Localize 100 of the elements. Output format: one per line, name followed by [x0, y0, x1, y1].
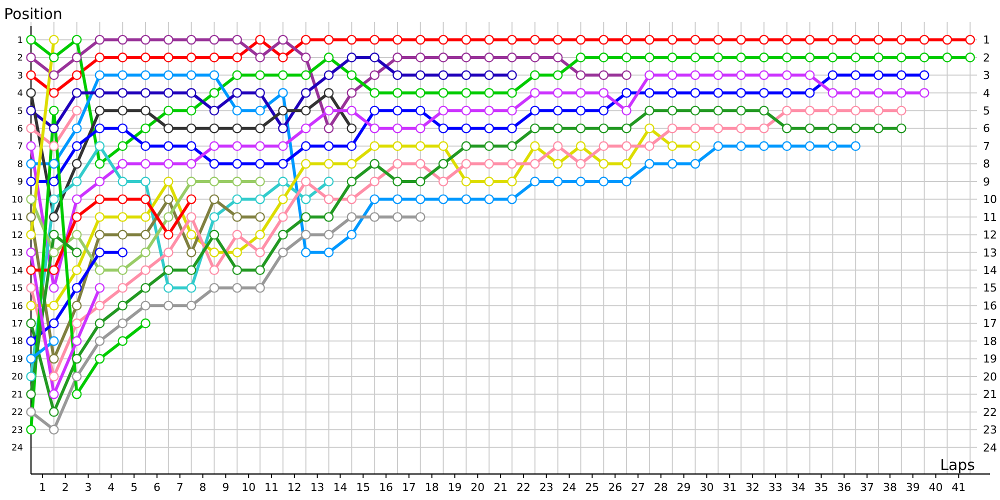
point	[392, 70, 402, 80]
point	[255, 282, 265, 293]
point	[782, 34, 792, 45]
point	[26, 354, 36, 364]
point	[232, 34, 242, 45]
point	[278, 212, 288, 222]
y2-tick-label: 14	[983, 264, 997, 278]
point	[186, 282, 196, 293]
point	[896, 123, 906, 134]
point	[278, 88, 288, 98]
point	[690, 52, 700, 62]
y2-tick-label: 1	[983, 34, 990, 47]
point	[484, 70, 494, 80]
point	[118, 106, 128, 116]
point	[804, 70, 815, 80]
point	[461, 141, 472, 151]
y2-tick-label: 5	[983, 104, 990, 118]
point	[300, 230, 311, 240]
point	[300, 123, 311, 134]
point	[874, 123, 884, 134]
y-tick-label: 3	[17, 71, 23, 82]
point	[140, 123, 150, 134]
point	[392, 34, 402, 45]
point	[530, 176, 540, 186]
y-tick-label: 14	[12, 266, 24, 276]
point	[94, 88, 105, 98]
point	[26, 318, 36, 328]
point	[530, 52, 540, 62]
y-tick-label: 24	[12, 444, 24, 454]
point	[576, 34, 586, 45]
point	[255, 212, 265, 222]
point	[72, 123, 82, 134]
point	[232, 230, 242, 240]
point	[736, 52, 746, 62]
point	[576, 88, 586, 98]
point	[118, 300, 128, 311]
point	[186, 300, 196, 311]
point	[828, 70, 838, 80]
point	[392, 158, 402, 169]
point	[49, 123, 59, 134]
y2-tick-label: 15	[983, 282, 997, 295]
point	[164, 34, 174, 45]
point	[484, 194, 494, 204]
point	[690, 123, 700, 134]
point	[209, 106, 220, 116]
point	[255, 176, 265, 186]
point	[140, 212, 150, 222]
y-tick-label: 5	[17, 106, 23, 117]
point	[415, 106, 426, 116]
point	[209, 123, 220, 134]
point	[713, 70, 724, 80]
point	[736, 123, 746, 134]
y-tick-label: 15	[12, 284, 23, 294]
y2-tick-label: 7	[983, 140, 990, 153]
point	[759, 106, 769, 116]
point	[667, 158, 678, 169]
point	[49, 141, 59, 151]
point	[72, 141, 82, 151]
point	[576, 176, 586, 186]
point	[72, 70, 82, 80]
point	[26, 212, 36, 222]
point	[736, 88, 746, 98]
point	[484, 34, 494, 45]
y-tick-label: 11	[12, 213, 23, 224]
point	[507, 158, 517, 169]
y-tick-label: 10	[12, 195, 24, 206]
point	[552, 176, 563, 186]
point	[118, 88, 128, 98]
point	[370, 141, 380, 151]
point	[370, 176, 380, 186]
point	[415, 88, 426, 98]
point	[118, 230, 128, 240]
point	[255, 265, 265, 276]
point	[713, 141, 724, 151]
point	[300, 194, 311, 204]
point	[346, 70, 357, 80]
x-tick-label: 2	[62, 481, 69, 494]
y-tick-label: 7	[17, 142, 23, 152]
point	[324, 106, 334, 116]
y-tick-label: 2	[17, 54, 23, 64]
point	[828, 106, 838, 116]
point	[622, 88, 632, 98]
x-tick-label: 22	[516, 481, 530, 494]
point	[300, 88, 311, 98]
point	[72, 265, 82, 276]
point	[26, 424, 36, 435]
point	[438, 52, 448, 62]
point	[94, 176, 105, 186]
point	[324, 34, 334, 45]
point	[576, 141, 586, 151]
point	[232, 52, 242, 62]
point	[49, 389, 59, 400]
point	[49, 424, 59, 435]
point	[576, 52, 586, 62]
point	[828, 141, 838, 151]
point	[942, 52, 952, 62]
point	[759, 70, 769, 80]
point	[370, 158, 380, 169]
point	[186, 141, 196, 151]
point	[278, 70, 288, 80]
